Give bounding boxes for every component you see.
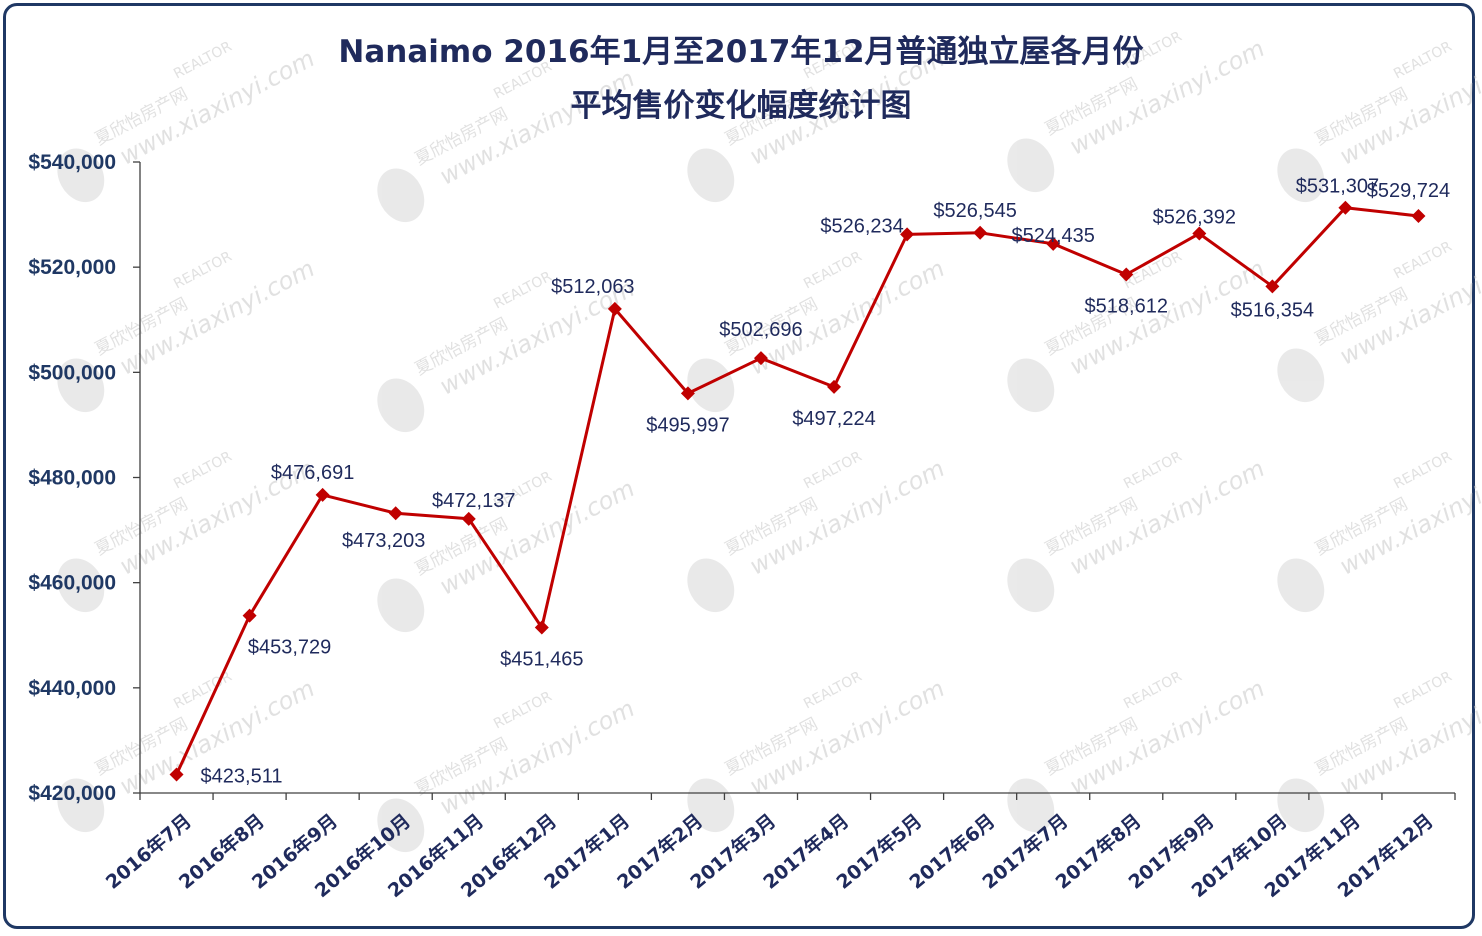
watermark-portrait-icon (57, 148, 105, 203)
watermark-badge: REALTOR (171, 448, 235, 492)
watermark-portrait-icon (1277, 148, 1325, 203)
chart-frame (3, 3, 1475, 929)
data-point (900, 227, 915, 242)
watermark-badge: REALTOR (491, 268, 555, 312)
chart-title-line2: 平均售价变化幅度统计图 (571, 88, 912, 124)
data-labels: $423,511 $453,729 $476,691 $473,203 $472,137… (201, 176, 1451, 788)
data-label: $524,435 (1011, 225, 1094, 247)
data-point (1411, 209, 1426, 224)
watermark-portrait-icon (687, 148, 735, 203)
y-axis-ticks: $420,000 $440,000 $460,000 $480,000 $500,000… (28, 151, 140, 805)
watermark-portrait-icon (57, 778, 105, 833)
data-point (973, 225, 988, 240)
y-tick-label: $520,000 (28, 256, 116, 279)
data-label: $476,691 (271, 462, 354, 484)
watermark-portrait-icon (57, 358, 105, 413)
data-point (169, 767, 184, 782)
data-label: $473,203 (342, 530, 425, 552)
watermark-badge: REALTOR (801, 448, 865, 492)
data-label: $472,137 (432, 490, 515, 512)
watermark-layer: 夏欣怡房产网www.xiaxinyi.comREALTOR夏欣怡房产网www.x… (57, 28, 1482, 853)
series-average-price (169, 200, 1426, 782)
data-point (388, 506, 403, 521)
data-label: $526,545 (933, 200, 1016, 222)
watermark-portrait-icon (687, 778, 735, 833)
data-point (680, 386, 695, 401)
watermark-badge: REALTOR (1391, 668, 1455, 712)
data-label: $529,724 (1367, 180, 1450, 202)
data-label: $453,729 (248, 637, 331, 659)
data-label: $451,465 (500, 649, 583, 671)
watermark-portrait-icon (1007, 358, 1055, 413)
watermark-badge: REALTOR (171, 38, 235, 82)
data-point (1046, 236, 1061, 251)
data-label: $512,063 (551, 276, 634, 298)
data-point (827, 379, 842, 394)
data-label: $423,511 (201, 766, 283, 788)
watermark-badge: REALTOR (491, 688, 555, 732)
watermark-portrait-icon (1277, 778, 1325, 833)
watermark-portrait-icon (377, 798, 425, 853)
series-line (175, 206, 1419, 776)
data-label: $531,307 (1296, 176, 1379, 198)
data-point (1338, 200, 1353, 215)
watermark-portrait-icon (687, 558, 735, 613)
data-point (1192, 226, 1207, 241)
watermark-portrait-icon (377, 378, 425, 433)
watermark-portrait-icon (377, 168, 425, 223)
watermark-badge: REALTOR (171, 248, 235, 292)
y-tick-label: $480,000 (28, 467, 116, 490)
data-label: $526,234 (820, 215, 903, 237)
y-tick-label: $420,000 (28, 782, 116, 805)
data-label: $518,612 (1085, 295, 1168, 317)
watermark-badge: REALTOR (171, 668, 235, 712)
x-axis-ticks: 2016年7月2016年8月2016年9月2016年10月2016年11月201… (101, 793, 1456, 902)
watermark-portrait-icon (1007, 778, 1055, 833)
data-point (242, 608, 257, 623)
watermark-portrait-icon (57, 558, 105, 613)
watermark-portrait-icon (1277, 348, 1325, 403)
watermark-portrait-icon (1007, 138, 1055, 193)
watermark-portrait-icon (1277, 558, 1325, 613)
chart-title-line1: Nanaimo 2016年1月至2017年12月普通独立屋各月份 (338, 34, 1143, 70)
data-point (753, 351, 768, 366)
watermark-badge: REALTOR (1121, 668, 1185, 712)
watermark-badge: REALTOR (1391, 238, 1455, 282)
data-label: $497,224 (792, 408, 875, 430)
data-point (534, 620, 549, 635)
y-tick-label: $460,000 (28, 572, 116, 595)
watermark-badge: REALTOR (1391, 38, 1455, 82)
data-point (461, 511, 476, 526)
data-label: $516,354 (1231, 299, 1314, 321)
y-tick-label: $540,000 (28, 151, 116, 174)
data-point (1265, 279, 1280, 294)
watermark-portrait-icon (687, 358, 735, 413)
watermark-badge: REALTOR (1121, 448, 1185, 492)
data-point (607, 301, 622, 316)
watermark-portrait-icon (1007, 558, 1055, 613)
watermark-badge: REALTOR (801, 248, 865, 292)
data-label: $526,392 (1153, 207, 1236, 229)
watermark-portrait-icon (377, 578, 425, 633)
y-tick-label: $440,000 (28, 677, 116, 700)
watermark-badge: REALTOR (1391, 448, 1455, 492)
y-tick-label: $500,000 (28, 361, 116, 384)
data-point (315, 487, 330, 502)
data-label: $502,696 (719, 319, 802, 341)
watermark-badge: REALTOR (801, 668, 865, 712)
data-point (1119, 267, 1134, 282)
data-label: $495,997 (646, 414, 729, 436)
